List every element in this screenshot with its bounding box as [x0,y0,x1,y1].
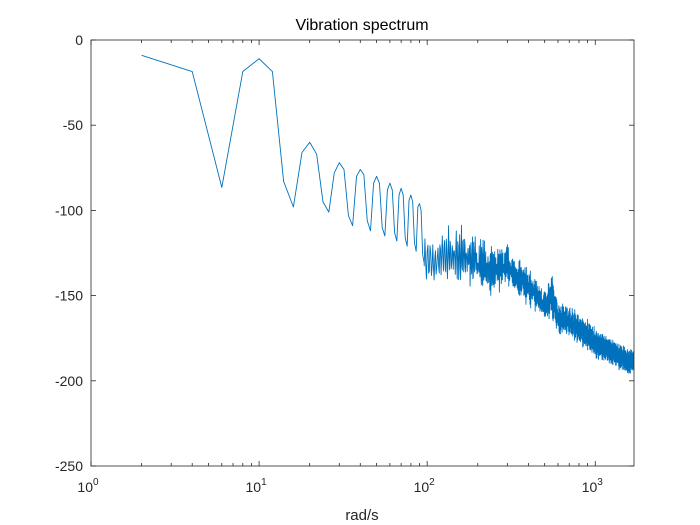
y-tick-label: 0 [75,32,83,48]
x-tick-label: 101 [246,477,268,495]
x-tick-label: 103 [582,477,604,495]
plot-area [141,54,634,374]
axes: 0 -50 -100 -150 -200 -250 100 101 102 103 [55,32,635,495]
x-tick-label: 102 [414,477,436,495]
chart-title: Vibration spectrum [295,17,428,34]
x-tick-label: 100 [77,477,99,495]
x-axis-label: rad/s [345,507,378,524]
spectrum-series-line [141,54,634,374]
y-tick-label: -250 [55,458,83,474]
y-tick-label: -200 [55,373,83,389]
y-tick-label: -100 [55,202,83,218]
y-tick-label: -50 [63,117,83,133]
axes-box [90,39,635,467]
y-tick-label: -150 [55,288,83,304]
